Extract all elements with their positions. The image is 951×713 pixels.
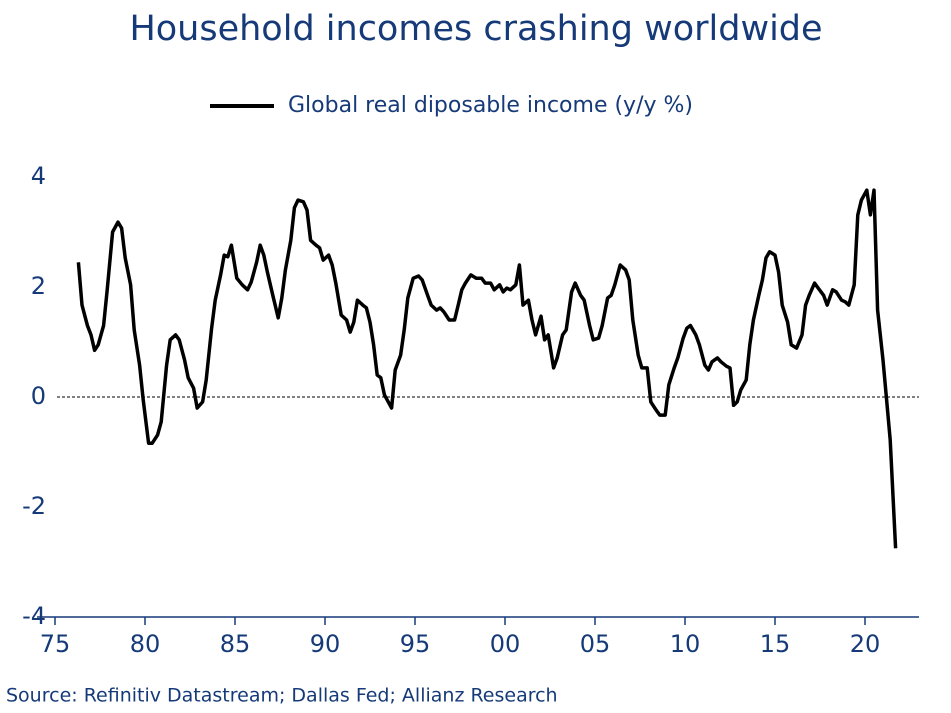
x-tick-label: 15 xyxy=(760,630,791,658)
y-tick-label: -2 xyxy=(22,492,46,520)
x-tick-label: 85 xyxy=(220,630,251,658)
source-note: Source: Refinitiv Datastream; Dallas Fed… xyxy=(6,685,558,707)
x-tick-label: 20 xyxy=(850,630,881,658)
x-tick-label: 90 xyxy=(310,630,341,658)
y-tick-label: 0 xyxy=(31,382,46,410)
x-tick-label: 10 xyxy=(670,630,701,658)
y-tick-label: 2 xyxy=(31,272,46,300)
y-tick-label: -4 xyxy=(22,602,46,630)
data-line xyxy=(76,188,898,549)
x-tick-label: 05 xyxy=(580,630,611,658)
legend-label: Global real diposable income (y/y %) xyxy=(288,93,693,118)
chart-title: Household incomes crashing worldwide xyxy=(129,9,822,49)
x-tick-label: 80 xyxy=(130,630,161,658)
y-tick-label: 4 xyxy=(31,162,46,190)
x-tick-label: 75 xyxy=(40,630,71,658)
x-tick-label: 00 xyxy=(490,630,521,658)
x-tick-label: 95 xyxy=(400,630,431,658)
